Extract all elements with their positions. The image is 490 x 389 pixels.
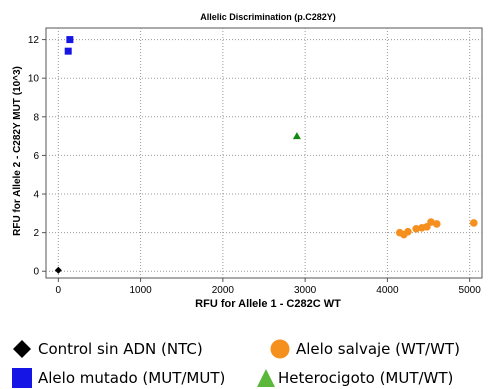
x-tick-label: 1000 (129, 285, 152, 296)
legend-item-ntc: Control sin ADN (NTC) (12, 339, 203, 359)
x-tick-label: 2000 (212, 285, 235, 296)
plot-area (45, 27, 483, 279)
data-point-het (292, 132, 301, 140)
x-axis: 0 1000 2000 3000 4000 5000 (56, 278, 482, 296)
y-tick-label: 2 (33, 228, 39, 239)
x-tick-label: 4000 (376, 285, 399, 296)
x-tick-label: 3000 (294, 285, 317, 296)
x-tick-label: 5000 (459, 285, 482, 296)
blue-square-icon (12, 368, 32, 388)
legend-item-mut: Alelo mutado (MUT/MUT) (12, 368, 225, 388)
allelic-discrimination-chart: Allelic Discrimination (p.C282Y) 0 1000 20… (12, 12, 483, 310)
series-wt-wt (395, 218, 478, 239)
chart-title: Allelic Discrimination (p.C282Y) (200, 12, 336, 22)
y-tick-label: 6 (33, 151, 39, 162)
legend-label-het: Heterocigoto (MUT/WT) (278, 369, 454, 387)
black-diamond-icon (13, 340, 31, 358)
legend-label-ntc: Control sin ADN (NTC) (38, 340, 203, 358)
data-point-wt-wt (427, 218, 435, 226)
series-mut-mut (64, 36, 74, 55)
data-point-mut-mut (64, 47, 72, 55)
x-tick-label: 0 (56, 285, 62, 296)
data-points (54, 36, 478, 274)
y-tick-label: 10 (28, 74, 40, 85)
y-tick-label: 0 (33, 267, 39, 278)
data-point-wt-wt (404, 227, 412, 236)
orange-circle-icon (270, 339, 290, 359)
legend: Control sin ADN (NTC) Alelo salvaje (WT/… (0, 328, 490, 389)
y-tick-label: 8 (33, 112, 39, 123)
legend-item-wt: Alelo salvaje (WT/WT) (270, 339, 460, 359)
green-triangle-icon (257, 369, 275, 387)
series-ntc (54, 266, 62, 274)
y-axis-label: RFU for Allele 2 - C282Y MUT (10^3) (12, 66, 23, 236)
series-het (292, 132, 301, 140)
data-point-mut-mut (66, 36, 74, 44)
x-axis-label: RFU for Allele 1 - C282C WT (195, 298, 341, 310)
y-tick-label: 4 (33, 190, 39, 201)
legend-item-het: Heterocigoto (MUT/WT) (256, 368, 453, 388)
data-point-ntc (54, 266, 62, 274)
data-point-wt-wt (432, 220, 441, 228)
legend-label-wt: Alelo salvaje (WT/WT) (296, 340, 460, 358)
y-axis: 0 2 4 6 8 10 12 (28, 35, 46, 278)
data-point-wt-wt (412, 224, 420, 233)
legend-label-mut: Alelo mutado (MUT/MUT) (38, 369, 226, 387)
y-tick-label: 12 (28, 35, 40, 46)
data-point-wt-wt (469, 219, 478, 227)
